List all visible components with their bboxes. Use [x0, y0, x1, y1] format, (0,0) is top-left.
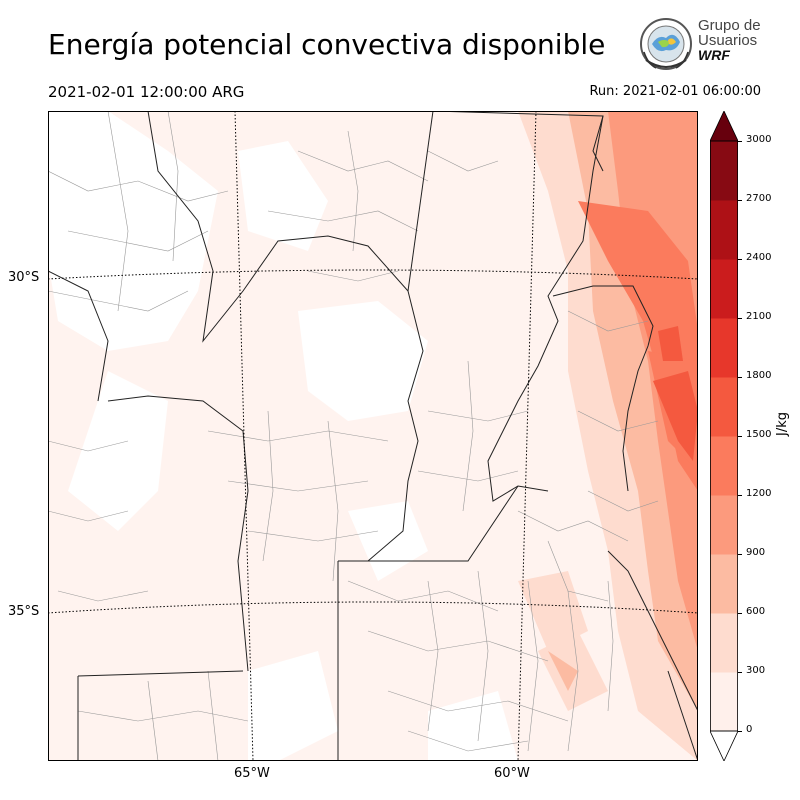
colorbar-tick-label: 2400	[746, 252, 772, 263]
wrf-group-logo: Grupo de Usuarios WRF	[638, 16, 768, 76]
colorbar-tick-label: 2100	[746, 311, 772, 322]
colorbar-tick-mark	[738, 672, 742, 673]
run-time-label: Run: 2021-02-01 06:00:00	[589, 84, 761, 99]
colorbar-tick-mark	[738, 436, 742, 437]
colorbar-min-extend	[710, 730, 738, 761]
graticule-lines	[48, 111, 698, 761]
colorbar-tick-label: 600	[746, 606, 766, 617]
lat-label-35s: 35°S	[8, 604, 40, 619]
colorbar-tick-mark	[738, 377, 742, 378]
colorbar-tick-mark	[738, 613, 742, 614]
colorbar-band	[710, 141, 738, 201]
colorbar-band	[710, 554, 738, 614]
logo-line-1: Grupo de	[698, 17, 761, 34]
cape-1500-areas	[653, 326, 698, 461]
lon-label-65w: 65°W	[234, 766, 270, 781]
colorbar-tick-mark	[738, 495, 742, 496]
colorbar-tick-mark	[738, 200, 742, 201]
colorbar-tick-mark	[738, 141, 742, 142]
colorbar-tick-label: 3000	[746, 134, 772, 145]
colorbar-band	[710, 495, 738, 555]
colorbar-max-extend	[710, 111, 738, 142]
colorbar-tick-label: 2700	[746, 193, 772, 204]
colorbar-unit-label: J/kg	[775, 412, 790, 436]
colorbar-outline	[710, 140, 738, 732]
colorbar-tick-label: 1800	[746, 370, 772, 381]
colorbar-tick-label: 1500	[746, 429, 772, 440]
colorbar-tick-label: 0	[746, 724, 753, 735]
globe-emblem-icon	[640, 18, 692, 70]
colorbar-tick-mark	[738, 259, 742, 260]
cape-map	[48, 111, 698, 761]
colorbar-band	[710, 436, 738, 496]
colorbar-band	[710, 377, 738, 437]
zero-cape-areas	[48, 111, 518, 761]
colorbar	[710, 111, 738, 761]
colorbar-tick-mark	[738, 554, 742, 555]
lat-label-30s: 30°S	[8, 270, 40, 285]
colorbar-tick-label: 900	[746, 547, 766, 558]
colorbar-band	[710, 259, 738, 319]
province-boundaries	[48, 111, 698, 761]
map-frame	[48, 111, 698, 761]
colorbar-tick-label: 300	[746, 665, 766, 676]
colorbar-band	[710, 318, 738, 378]
department-boundaries	[48, 111, 659, 761]
colorbar-band	[710, 613, 738, 673]
logo-line-3: WRF	[698, 47, 730, 63]
colorbar-band	[710, 672, 738, 732]
page-title: Energía potencial convectiva disponible	[48, 28, 606, 61]
colorbar-tick-mark	[738, 731, 742, 732]
colorbar-tick-mark	[738, 318, 742, 319]
lon-label-60w: 60°W	[494, 766, 530, 781]
valid-time-label: 2021-02-01 12:00:00 ARG	[48, 83, 245, 101]
logo-line-2: Usuarios	[698, 32, 758, 49]
colorbar-tick-label: 1200	[746, 488, 772, 499]
colorbar-band	[710, 200, 738, 260]
